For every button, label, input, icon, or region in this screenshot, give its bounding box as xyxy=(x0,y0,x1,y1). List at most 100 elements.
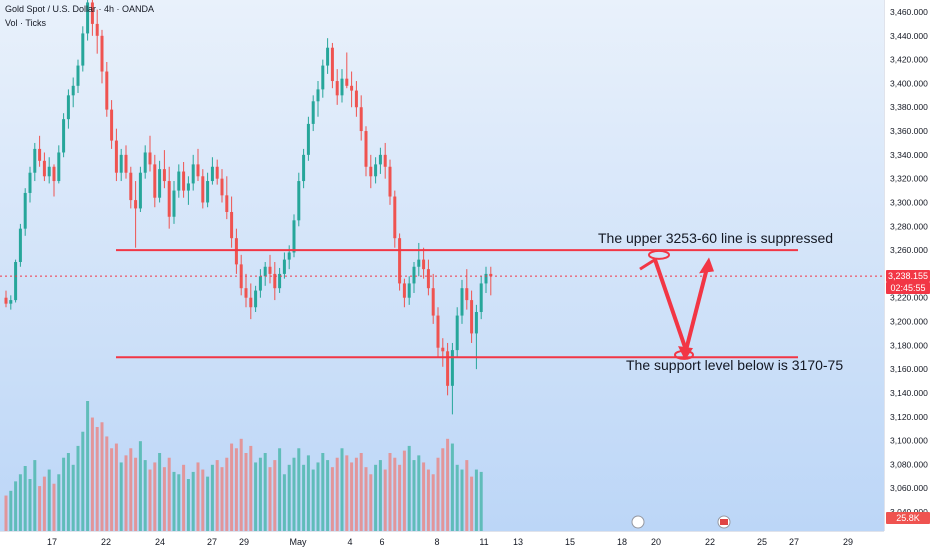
volume-bar xyxy=(4,495,8,531)
candle-body xyxy=(311,101,315,124)
upper-annotation: The upper 3253-60 line is suppressed xyxy=(598,230,834,246)
candle-body xyxy=(210,166,214,182)
candle-body xyxy=(484,273,488,284)
candle-body xyxy=(297,181,301,221)
volume-bar xyxy=(306,455,310,531)
volume-bar xyxy=(417,455,421,531)
candle-body xyxy=(191,164,195,184)
candle-body xyxy=(76,65,80,86)
candle-body xyxy=(326,47,330,66)
volume-bar xyxy=(436,457,440,531)
volume-bar xyxy=(191,471,195,531)
candle-body xyxy=(182,171,186,191)
volume-bar xyxy=(33,460,37,531)
candle-body xyxy=(114,140,118,173)
candle-body xyxy=(402,283,406,298)
candle-body xyxy=(201,176,205,203)
volume-bar xyxy=(244,453,248,531)
price-tick-label: 3,440.000 xyxy=(890,31,928,41)
candle-body xyxy=(254,290,258,308)
candle-body xyxy=(278,273,282,289)
volume-bar xyxy=(172,471,176,531)
volume-bar xyxy=(316,462,320,531)
candle-body xyxy=(263,266,267,277)
last-price-tag: 3,238.155 xyxy=(886,270,930,282)
volume-bar xyxy=(282,474,286,531)
candle-body xyxy=(86,2,90,34)
volume-bar xyxy=(326,460,330,531)
candle-body xyxy=(71,85,75,96)
volume-bar xyxy=(239,438,243,531)
candle-body xyxy=(306,123,310,155)
volume-bar xyxy=(422,462,426,531)
time-axis[interactable]: 17 22 24 27 29 May 4 6 8 11 13 15 18 20 22 25 27 29 xyxy=(0,531,884,551)
volume-bar xyxy=(460,469,464,531)
time-tick-label: 6 xyxy=(379,537,384,547)
price-tick-label: 3,460.000 xyxy=(890,7,928,17)
volume-bar xyxy=(455,464,459,531)
volume-bar xyxy=(86,401,90,531)
time-tick-label: 15 xyxy=(565,537,575,547)
volume-bar xyxy=(134,457,138,531)
price-tick-label: 3,300.000 xyxy=(890,197,928,207)
time-tick-label: 18 xyxy=(617,537,627,547)
volume-bar xyxy=(42,476,46,531)
volume-bar xyxy=(441,448,445,531)
price-axis[interactable]: 3,040.0003,060.0003,080.0003,100.0003,12… xyxy=(884,0,932,531)
path-to-top xyxy=(639,258,656,271)
candle-body xyxy=(81,33,85,66)
volume-bar xyxy=(143,460,147,531)
candle-body xyxy=(95,23,99,36)
time-tick-label: 27 xyxy=(789,537,799,547)
indicator-legend[interactable]: Vol · Ticks xyxy=(5,18,47,28)
price-tick-label: 3,180.000 xyxy=(890,340,928,350)
volume-bar xyxy=(71,464,75,531)
price-chart[interactable] xyxy=(0,0,884,531)
candle-body xyxy=(162,169,166,182)
candle-body xyxy=(345,78,349,86)
volume-bar xyxy=(268,467,272,531)
candle-body xyxy=(66,95,70,120)
candle-body xyxy=(354,90,358,108)
price-tick-label: 3,340.000 xyxy=(890,150,928,160)
price-tick-label: 3,120.000 xyxy=(890,412,928,422)
lower-annotation: The support level below is 3170-75 xyxy=(626,357,844,373)
volume-bar xyxy=(52,483,56,531)
candle-body xyxy=(129,172,133,201)
plot-area[interactable]: Gold Spot / U.S. Dollar · 4h · OANDA Vol… xyxy=(0,0,884,531)
volume-bar xyxy=(470,476,474,531)
volume-bar xyxy=(138,441,142,531)
candle-body xyxy=(33,148,37,173)
candle-body xyxy=(450,350,454,386)
volume-bar xyxy=(374,464,378,531)
candle-body xyxy=(407,283,411,298)
volume-bar xyxy=(28,479,32,531)
candle-body xyxy=(230,212,234,239)
candle-body xyxy=(57,152,61,182)
volume-bar xyxy=(287,464,291,531)
volume-bar xyxy=(254,462,258,531)
price-tick-label: 3,140.000 xyxy=(890,388,928,398)
candle-body xyxy=(273,273,277,289)
candle-body xyxy=(90,2,94,24)
volume-bar xyxy=(398,464,402,531)
up-arrow-shaft xyxy=(684,267,709,351)
candle-body xyxy=(282,259,286,274)
price-tick-label: 3,420.000 xyxy=(890,55,928,65)
volume-bar xyxy=(210,464,214,531)
volume-bar xyxy=(9,490,13,531)
candle-body xyxy=(426,269,430,289)
price-tick-label: 3,260.000 xyxy=(890,245,928,255)
price-tick-label: 3,360.000 xyxy=(890,126,928,136)
volume-bar xyxy=(369,474,373,531)
candle-body xyxy=(28,172,32,193)
volume-bar xyxy=(215,460,219,531)
symbol-legend[interactable]: Gold Spot / U.S. Dollar · 4h · OANDA xyxy=(5,4,155,14)
volume-bar xyxy=(364,467,368,531)
volume-bar xyxy=(479,471,483,531)
candle-body xyxy=(124,154,128,173)
volume-bar xyxy=(402,450,406,531)
price-tick-label: 3,320.000 xyxy=(890,174,928,184)
candle-body xyxy=(138,172,142,209)
volume-bar xyxy=(95,427,99,531)
